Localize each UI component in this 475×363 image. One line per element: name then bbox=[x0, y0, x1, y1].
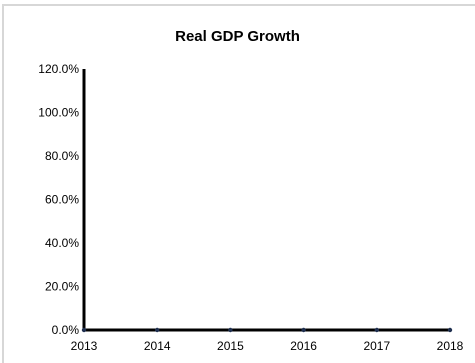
x-tick-label: 2015 bbox=[217, 339, 244, 353]
data-point bbox=[155, 327, 160, 333]
x-tick-label: 2017 bbox=[363, 339, 390, 353]
y-tick-label: 60.0% bbox=[45, 193, 79, 207]
data-point bbox=[374, 327, 379, 333]
y-tick-label: 40.0% bbox=[45, 236, 79, 250]
data-point bbox=[447, 327, 453, 333]
y-tick-label: 0.0% bbox=[52, 323, 80, 337]
y-tick-label: 120.0% bbox=[38, 62, 79, 76]
data-point bbox=[301, 327, 306, 333]
y-tick-label: 80.0% bbox=[45, 149, 79, 163]
x-tick-label: 2018 bbox=[437, 339, 464, 353]
data-point bbox=[228, 327, 233, 333]
x-tick-label: 2016 bbox=[290, 339, 317, 353]
chart-frame bbox=[2, 4, 475, 363]
x-tick-label: 2013 bbox=[71, 339, 98, 353]
chart-title: Real GDP Growth bbox=[175, 28, 300, 45]
x-tick-label: 2014 bbox=[144, 339, 171, 353]
data-point bbox=[81, 327, 87, 333]
y-tick-label: 100.0% bbox=[38, 106, 79, 120]
y-tick-label: 20.0% bbox=[45, 280, 79, 294]
